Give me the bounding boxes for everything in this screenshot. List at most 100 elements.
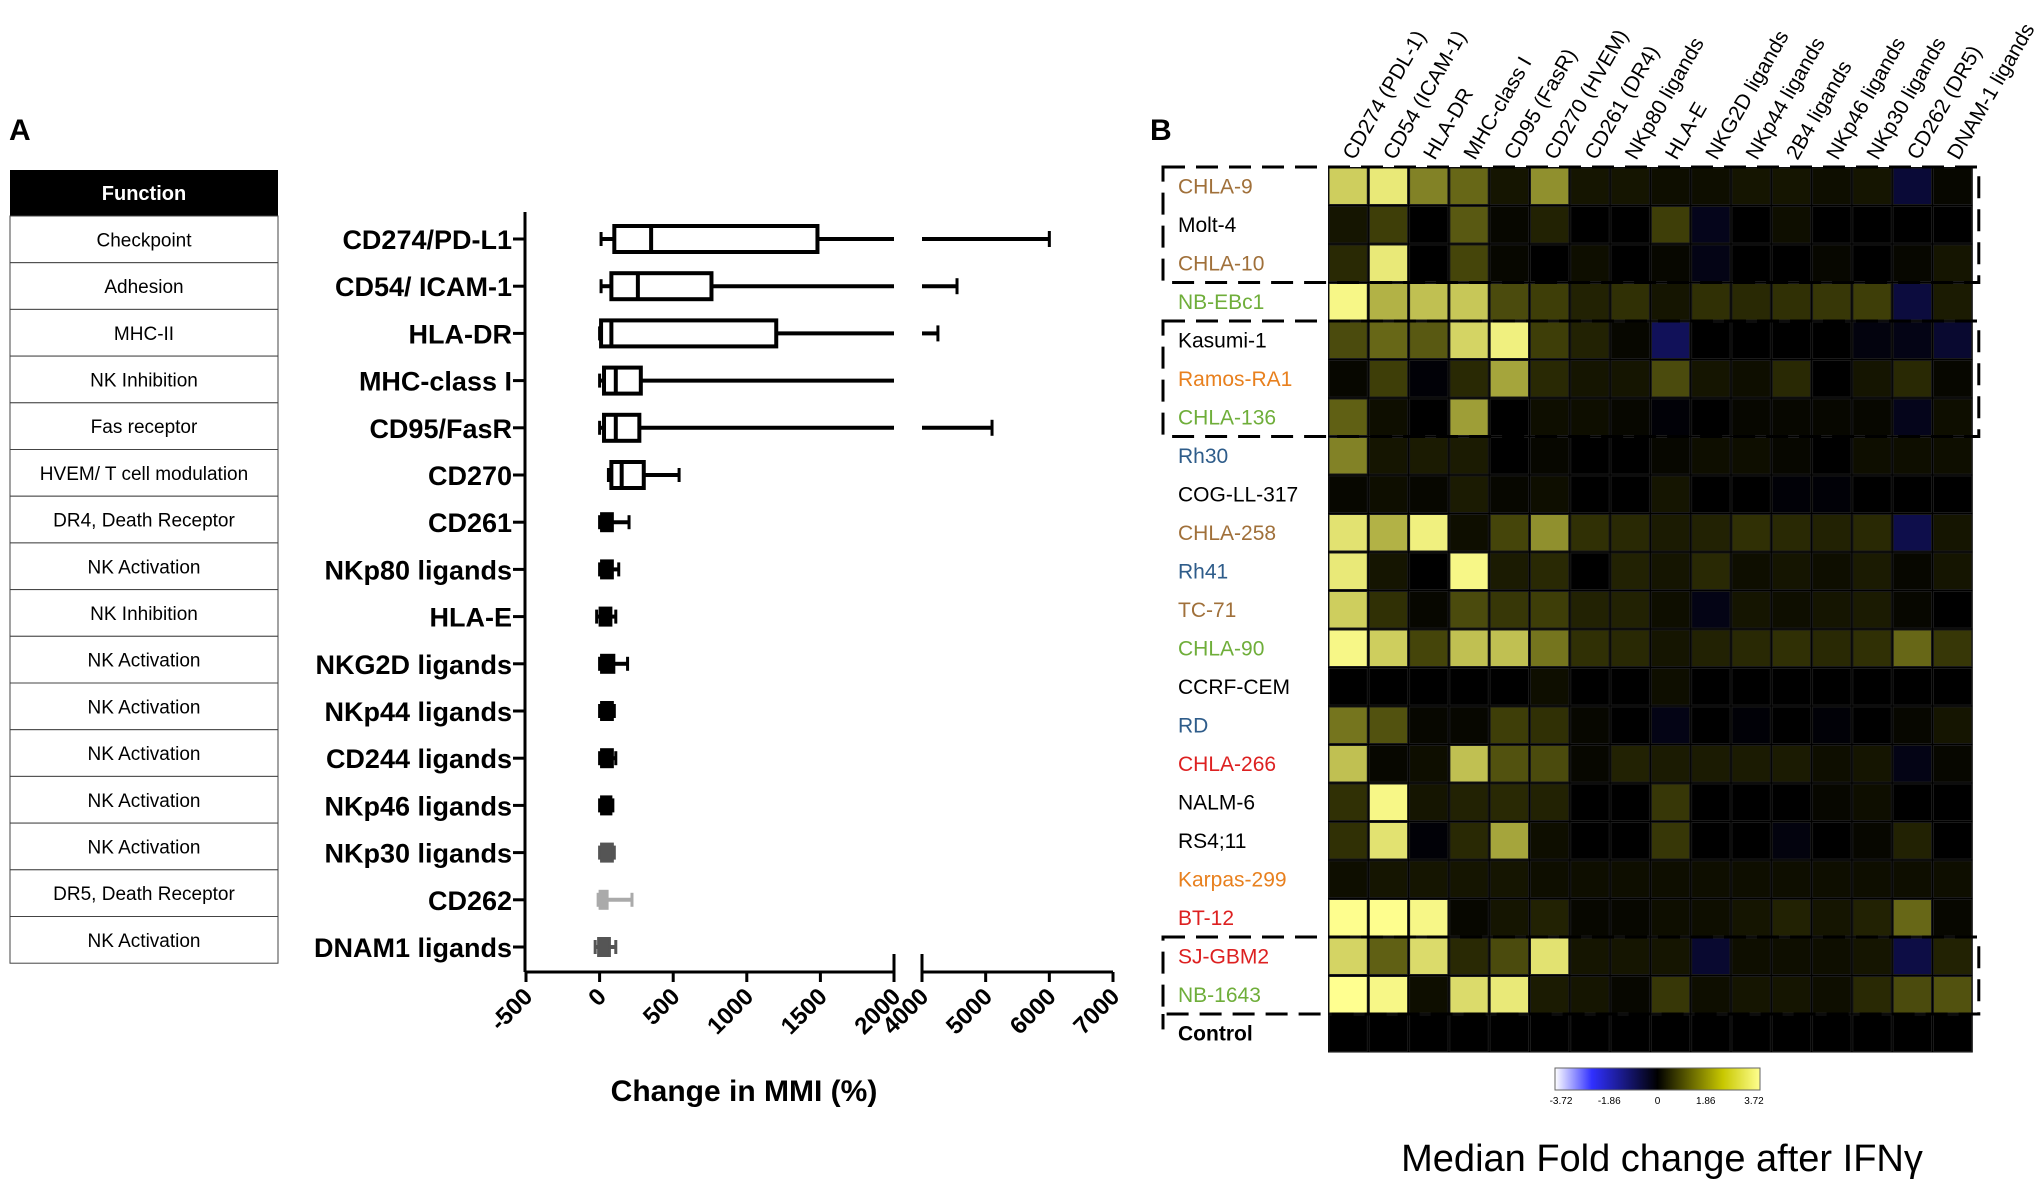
marker-label: MHC-class I [359, 367, 512, 397]
heatmap-cell [1449, 860, 1489, 898]
row-label: RD [1178, 714, 1208, 737]
heatmap-cell [1731, 745, 1771, 783]
heatmap-cell [1691, 629, 1731, 667]
heatmap-cell [1570, 167, 1610, 205]
heatmap-cell [1489, 360, 1529, 398]
heatmap-cell [1852, 937, 1892, 975]
heatmap-cell [1812, 899, 1852, 937]
heatmap-cell [1892, 745, 1932, 783]
heatmap-cell [1489, 167, 1529, 205]
heatmap-cell [1328, 629, 1368, 667]
heatmap-cell [1691, 398, 1731, 436]
heatmap-cell [1570, 283, 1610, 321]
heatmap-cell [1731, 976, 1771, 1014]
heatmap-cell [1691, 783, 1731, 821]
heatmap-cell [1449, 360, 1489, 398]
heatmap-cell [1489, 475, 1529, 513]
heatmap-cell [1409, 514, 1449, 552]
marker-label: NKp80 ligands [324, 555, 512, 585]
heatmap-cell [1489, 706, 1529, 744]
panel-a-letter: A [9, 114, 31, 147]
heatmap-cell [1328, 514, 1368, 552]
heatmap-cell [1812, 1014, 1852, 1052]
heatmap-cell [1933, 283, 1973, 321]
heatmap-cell [1368, 822, 1409, 860]
heatmap-cell [1731, 283, 1771, 321]
heatmap-cell [1892, 937, 1932, 975]
heatmap-cell [1368, 283, 1409, 321]
heatmap-cell [1368, 668, 1409, 706]
heatmap-cell [1530, 244, 1570, 282]
heatmap-cell [1409, 167, 1449, 205]
heatmap-cell [1771, 475, 1812, 513]
heatmap-cell [1852, 360, 1892, 398]
heatmap-cell [1570, 629, 1610, 667]
heatmap-cell [1691, 860, 1731, 898]
x-tick-label: 0 [583, 983, 612, 1012]
heatmap-cell [1409, 629, 1449, 667]
heatmap-cell [1489, 629, 1529, 667]
heatmap-cell [1610, 437, 1650, 475]
row-label: Rh30 [1178, 445, 1228, 468]
row-label: CHLA-9 [1178, 175, 1253, 198]
heatmap-cell [1328, 552, 1368, 590]
heatmap-cell [1610, 552, 1650, 590]
row-label: CHLA-10 [1178, 252, 1264, 275]
heatmap-cell [1409, 475, 1449, 513]
heatmap-cell [1691, 206, 1731, 244]
heatmap-cell [1328, 167, 1368, 205]
box-body [600, 795, 613, 816]
heatmap-cell [1731, 398, 1771, 436]
heatmap-cell [1650, 822, 1691, 860]
heatmap-cell [1409, 822, 1449, 860]
heatmap-cell [1771, 937, 1812, 975]
heatmap-cell [1449, 591, 1489, 629]
heatmap-cell [1691, 321, 1731, 359]
heatmap-cell [1650, 783, 1691, 821]
heatmap-cell [1368, 899, 1409, 937]
heatmap-cell [1449, 668, 1489, 706]
heatmap-cell [1933, 745, 1973, 783]
heatmap-cell [1489, 552, 1529, 590]
heatmap-cell [1530, 437, 1570, 475]
heatmap-cell [1368, 745, 1409, 783]
heatmap-cell [1892, 629, 1932, 667]
heatmap-cell [1892, 398, 1932, 436]
heatmap-cell [1530, 629, 1570, 667]
box-body [600, 559, 614, 580]
heatmap-cell [1691, 591, 1731, 629]
heatmap-cell [1328, 398, 1368, 436]
heatmap-cell [1812, 437, 1852, 475]
heatmap-cell [1731, 244, 1771, 282]
heatmap-cell [1489, 783, 1529, 821]
heatmap-cell [1892, 167, 1932, 205]
heatmap-cell [1933, 860, 1973, 898]
heatmap-cell [1610, 514, 1650, 552]
heatmap-cell [1812, 706, 1852, 744]
heatmap-cell [1691, 437, 1731, 475]
heatmap-cell [1570, 783, 1610, 821]
heatmap-cell [1449, 437, 1489, 475]
heatmap-cell [1812, 591, 1852, 629]
group-box-1 [1161, 165, 1981, 284]
colorbar-tick-label: 0 [1655, 1096, 1661, 1107]
heatmap-cell [1368, 360, 1409, 398]
heatmap-cell [1409, 745, 1449, 783]
heatmap-cell [1368, 437, 1409, 475]
heatmap-cell [1852, 899, 1892, 937]
heatmap-cell [1449, 706, 1489, 744]
heatmap-cell [1610, 745, 1650, 783]
row-label: NALM-6 [1178, 791, 1255, 814]
heatmap-cell [1892, 321, 1932, 359]
function-label: HVEM/ T cell modulation [40, 464, 248, 485]
function-cell [9, 589, 279, 637]
heatmap-cell [1570, 860, 1610, 898]
heatmap-cell [1449, 167, 1489, 205]
heatmap-cell [1852, 745, 1892, 783]
heatmap-cell [1530, 360, 1570, 398]
heatmap-cell [1489, 668, 1529, 706]
heatmap-cell [1650, 244, 1691, 282]
heatmap-cell [1852, 822, 1892, 860]
heatmap-cell [1771, 591, 1812, 629]
